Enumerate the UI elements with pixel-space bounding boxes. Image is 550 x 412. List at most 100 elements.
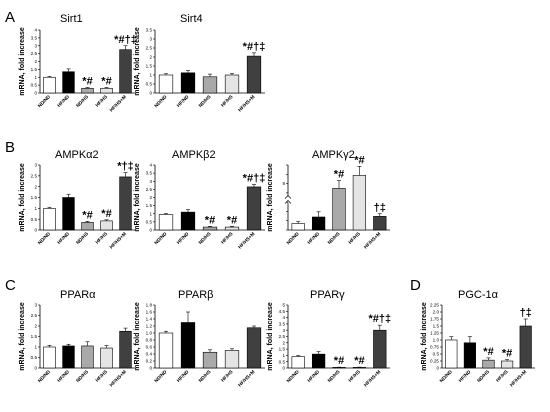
y-tick-label: 0.8 xyxy=(146,338,153,343)
bar-nd-nd xyxy=(43,208,56,231)
y-tick-label: 1 xyxy=(34,75,37,80)
chart-4: AMPKγ2 mRNA, fold increase 8 ND/ND HF/ND ND/H… xyxy=(267,149,390,250)
bar-nd-nd xyxy=(158,214,174,231)
significance-label: *# xyxy=(205,214,215,226)
significance-label: *# xyxy=(101,75,111,87)
y-axis-label: mRNA, fold increase xyxy=(19,163,26,232)
bar-hf-hs-m xyxy=(246,327,262,369)
y-tick-label: 1.5 xyxy=(146,203,153,208)
category-label: ND/ND xyxy=(37,94,52,109)
significance-label: *# xyxy=(227,214,237,226)
y-tick-label: 2.25 xyxy=(430,303,439,308)
chart-title: PPARα xyxy=(60,289,96,301)
y-tick-label: 0.4 xyxy=(146,352,153,357)
bar-hf-nd xyxy=(62,345,75,369)
y-tick-label: 1.5 xyxy=(279,347,286,352)
category-label: ND/HS xyxy=(327,369,342,384)
y-tick-label: 4 xyxy=(34,28,37,33)
chart-2: AMPKα2 mRNA, fold increase 0 0.5 1 1.5 2 2.5 3 ND… xyxy=(19,149,135,250)
y-tick-label: 2.5 xyxy=(31,313,38,318)
category-label: ND/ND xyxy=(286,369,301,384)
y-tick-label: 2.5 xyxy=(31,51,38,56)
category-label: ND/ND xyxy=(153,369,168,384)
panel-letter-d: D xyxy=(410,277,421,294)
category-label: ND/HS xyxy=(476,369,491,384)
chart-8: PGC-1α mRNA, fold increase 0 0.25 0.5 0.75 1.0… xyxy=(421,289,535,388)
category-label: ND/ND xyxy=(439,369,454,384)
category-label: HF/HS xyxy=(94,369,109,384)
category-label: ND/HS xyxy=(75,94,90,109)
category-label: ND/HS xyxy=(198,94,213,109)
y-axis-label: mRNA, fold increase xyxy=(421,302,428,371)
y-tick-label: 2.5 xyxy=(279,334,286,339)
bar-nd-nd xyxy=(445,339,458,369)
chart-title: PGC-1α xyxy=(458,289,499,301)
chart-7: PPARγ mRNA, fold increase 0 0.511.5 22.533.5… xyxy=(267,289,391,388)
chart-title: PPARγ xyxy=(310,289,345,301)
category-label: HF/HS+M xyxy=(363,231,382,250)
category-label: HF/HS+M xyxy=(363,369,382,388)
bar-hf-nd xyxy=(180,72,196,94)
y-tick-label: 1 xyxy=(34,206,37,211)
category-label: HF/ND xyxy=(56,94,71,109)
bar-hf-hs-m xyxy=(373,329,387,369)
chart-title: AMPKβ2 xyxy=(172,149,216,161)
y-tick-label: 2 xyxy=(282,340,285,345)
chart-title: Sirt4 xyxy=(180,13,203,25)
y-tick-label: 3 xyxy=(34,43,37,48)
y-tick-label: 1.5 xyxy=(31,334,38,339)
category-label: HF/HS+M xyxy=(237,231,256,250)
y-tick-label: 0 xyxy=(149,366,152,371)
bar-nd-hs xyxy=(332,188,346,231)
y-tick-label: 0.5 xyxy=(433,352,440,357)
category-label: ND/ND xyxy=(153,231,168,246)
significance-label: †‡ xyxy=(520,307,532,319)
significance-label: *# xyxy=(101,208,111,220)
y-axis-label: mRNA, fold increase xyxy=(267,163,274,232)
y-axis-label: mRNA, fold increase xyxy=(134,27,141,96)
category-label: HF/ND xyxy=(56,369,71,384)
bar-nd-hs xyxy=(482,359,495,369)
chart-3: AMPKβ2 mRNA, fold increase 0 0.5 1 1.5 2 2.5 3 3.… xyxy=(134,149,265,250)
bar-hf-hs xyxy=(100,347,113,369)
bar-hf-hs xyxy=(224,350,240,369)
significance-label: *# xyxy=(354,355,364,367)
y-tick-label: 0 xyxy=(282,366,285,371)
bar-hf-hs xyxy=(352,175,367,231)
bar-nd-hs xyxy=(81,87,94,94)
significance-label: *#†‡ xyxy=(243,173,266,185)
category-label: HF/HS+M xyxy=(509,369,528,388)
bar-nd-nd xyxy=(158,332,174,369)
y-tick-label: 3 xyxy=(34,303,37,308)
bar-hf-hs-m xyxy=(119,49,132,94)
y-tick-label: 0.5 xyxy=(31,355,38,360)
bar-hf-nd xyxy=(62,197,75,231)
bar-nd-hs xyxy=(332,367,346,369)
significance-label: *# xyxy=(502,348,512,360)
y-tick-label: 0.5 xyxy=(279,359,286,364)
category-label: HF/HS xyxy=(347,231,362,246)
bar-hf-nd xyxy=(311,216,326,231)
y-tick-label: 0 xyxy=(436,366,439,371)
bar-hf-hs-m xyxy=(119,176,132,231)
y-tick-label: 4 xyxy=(282,315,285,320)
significance-label: *# xyxy=(334,355,344,367)
y-tick-label: 1 xyxy=(149,73,152,78)
panel-letter-b: B xyxy=(5,139,15,156)
y-axis-label: mRNA, fold increase xyxy=(19,27,26,96)
bar-nd-nd xyxy=(291,356,305,369)
y-tick-label: 5 xyxy=(282,303,285,308)
bar-hf-nd xyxy=(62,71,75,94)
y-tick-label: 1 xyxy=(34,345,37,350)
category-label: ND/HS xyxy=(327,231,342,246)
y-tick-label: 2.5 xyxy=(31,173,38,178)
chart-6: PPARβ mRNA, fold increase 0 0.2 0.4 0.6 0.8 1.0… xyxy=(134,289,265,388)
significance-label: *#†‡ xyxy=(114,34,137,46)
y-tick-label: 2.5 xyxy=(146,46,153,51)
bar-hf-nd xyxy=(180,211,196,231)
bar-nd-hs xyxy=(81,345,94,369)
y-tick-label: 1.75 xyxy=(430,317,439,322)
y-tick-label: 0.75 xyxy=(430,345,439,350)
chart-1: Sirt4 mRNA, fold increase 0 0.5 1 1.5 2 2.5 3 3.5… xyxy=(134,13,265,113)
